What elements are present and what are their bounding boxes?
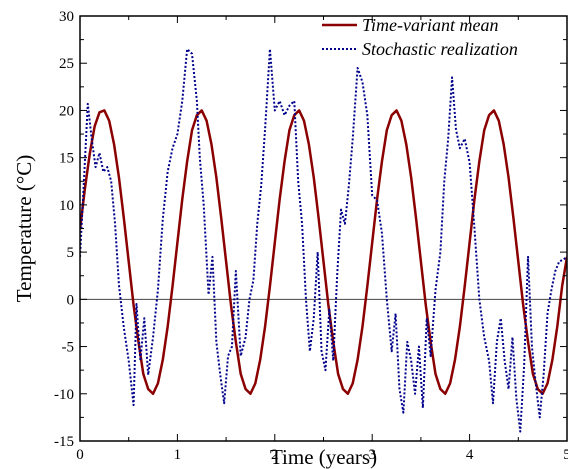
- y-tick-label: 25: [59, 56, 74, 72]
- series-line-mean: [80, 109, 567, 396]
- y-tick-label: 20: [59, 103, 74, 119]
- x-tick-label: 0: [76, 447, 84, 463]
- series-line-realization: [80, 48, 567, 433]
- x-tick-label: 1: [174, 447, 182, 463]
- x-axis-title: Time (years): [270, 445, 377, 469]
- y-tick-label: 30: [59, 9, 74, 25]
- y-tick-label: 15: [59, 151, 74, 167]
- series-layer: [80, 48, 567, 433]
- y-tick-label: 10: [59, 198, 74, 214]
- x-tick-label: 2: [271, 447, 279, 463]
- y-tick-label: -15: [54, 434, 74, 450]
- y-tick-label: 0: [67, 292, 75, 308]
- y-axis-title: Temperature (°C): [12, 155, 36, 302]
- axis-ticks: 0 1 2 3 4 5 -15 -10 -5 0 5 10 15 20 25 30: [54, 9, 568, 463]
- legend: Time-variant mean Stochastic realization: [322, 15, 518, 59]
- plot-frame: [79, 15, 568, 442]
- x-tick-label: 3: [368, 447, 376, 463]
- legend-label-realization: Stochastic realization: [362, 39, 518, 59]
- y-tick-label: 5: [67, 245, 75, 261]
- y-tick-label: -10: [54, 387, 74, 403]
- x-tick-label: 5: [563, 447, 568, 463]
- legend-label-mean: Time-variant mean: [362, 15, 499, 35]
- y-tick-label: -5: [62, 340, 75, 356]
- x-tick-label: 4: [466, 447, 474, 463]
